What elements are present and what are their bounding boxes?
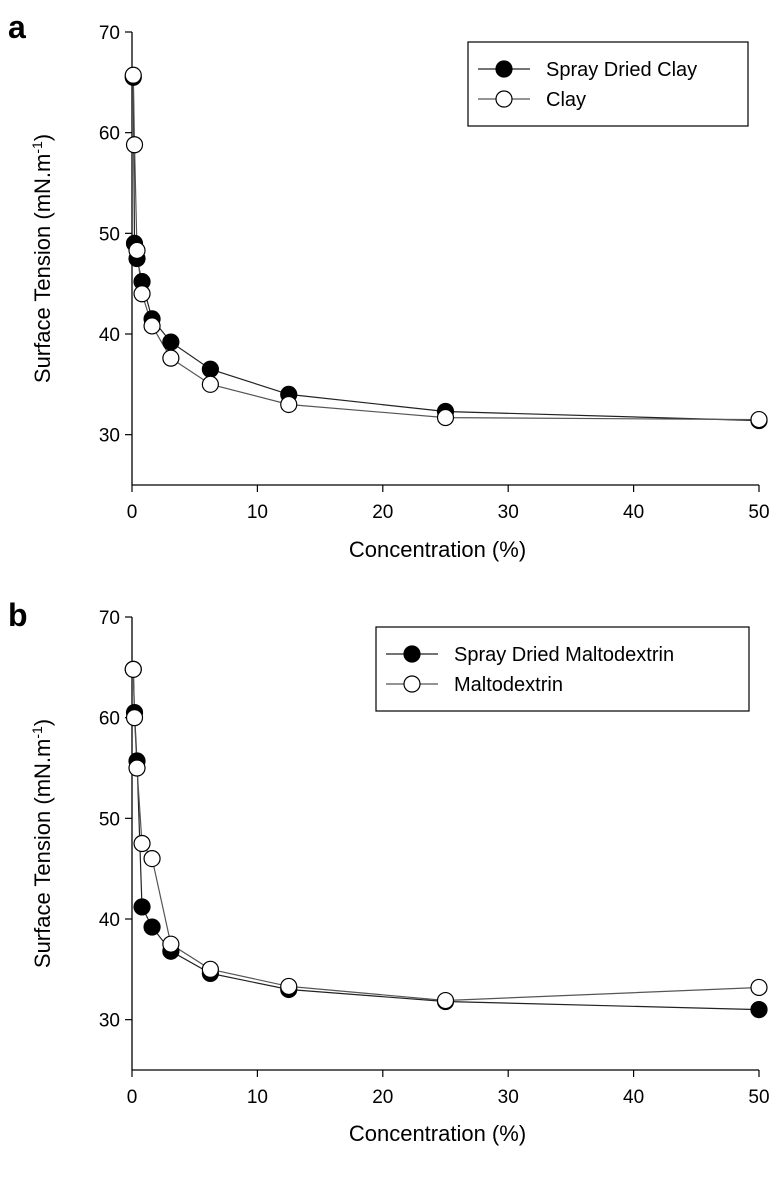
- y-tick-label: 70: [99, 608, 120, 629]
- open-point: [280, 395, 298, 414]
- y-tick-label: 50: [99, 809, 120, 830]
- y-tick-label: 50: [99, 224, 120, 245]
- x-tick-label: 20: [372, 502, 393, 523]
- open-point: [124, 66, 142, 84]
- open-point: [125, 709, 144, 727]
- open-point: [133, 834, 151, 853]
- x-axis-title: Concentration (%): [349, 1121, 526, 1146]
- legend-marker: [403, 675, 421, 693]
- open-point: [124, 660, 142, 678]
- open-point: [162, 935, 180, 953]
- series-line-1: [132, 75, 760, 421]
- open-point: [436, 408, 455, 427]
- filled-point: [750, 1000, 768, 1019]
- legend-label: Spray Dried Clay: [546, 59, 697, 81]
- x-tick-label: 10: [247, 502, 268, 523]
- x-tick-label: 10: [247, 1087, 268, 1108]
- legend-marker: [495, 60, 513, 78]
- y-tick-label: 70: [99, 23, 120, 44]
- x-tick-label: 30: [498, 502, 519, 523]
- legend-box: [375, 626, 750, 712]
- legend-label: Clay: [546, 89, 586, 111]
- y-tick-label: 30: [99, 1011, 120, 1032]
- chart-panel-b: b 0 10 20 30 40 50 30 40 50 60 70 Concentration (%) S…: [8, 597, 770, 1146]
- x-tick-label: 50: [748, 1087, 769, 1108]
- legend: Spray Dried Maltodextrin Maltodextrin: [375, 626, 750, 712]
- filled-point: [201, 360, 219, 378]
- x-tick-label: 0: [127, 502, 138, 523]
- open-point: [750, 410, 768, 429]
- y-tick-label: 40: [99, 910, 120, 931]
- open-point: [143, 849, 161, 868]
- x-tick-label: 0: [127, 1087, 138, 1108]
- open-point: [201, 960, 219, 978]
- legend-marker: [403, 645, 421, 663]
- open-point: [128, 759, 146, 777]
- y-tick-label: 40: [99, 325, 120, 346]
- x-tick-label: 30: [498, 1087, 519, 1108]
- x-tick-label: 20: [372, 1087, 393, 1108]
- x-tick-label: 40: [623, 502, 644, 523]
- y-axis-title: Surface Tension (mN.m-1): [29, 134, 55, 383]
- filled-point: [143, 918, 161, 936]
- open-point: [436, 991, 455, 1010]
- legend-marker: [495, 90, 513, 108]
- chart-panel-a: a 0 10 20 30 40 50 30 40 50 60 70 Concentration (%) S…: [8, 9, 770, 562]
- y-tick-label: 30: [99, 426, 120, 447]
- legend-box: [467, 41, 749, 127]
- open-point: [143, 317, 161, 335]
- x-tick-label: 40: [623, 1087, 644, 1108]
- open-point: [125, 136, 144, 154]
- y-axis-title: Surface Tension (mN.m-1): [29, 719, 55, 968]
- open-point: [750, 978, 768, 997]
- legend-label: Maltodextrin: [454, 674, 563, 696]
- filled-point: [162, 333, 180, 351]
- open-point: [128, 241, 146, 260]
- y-tick-label: 60: [99, 124, 120, 145]
- series-line-1: [132, 669, 760, 1002]
- filled-point: [133, 898, 151, 916]
- open-point: [162, 349, 180, 367]
- x-tick-label: 50: [748, 502, 769, 523]
- series-line-0: [132, 77, 760, 422]
- legend: Spray Dried Clay Clay: [467, 41, 749, 127]
- series-line-0: [132, 669, 760, 1011]
- open-point: [201, 375, 219, 393]
- y-tick-label: 60: [99, 709, 120, 730]
- open-point: [133, 285, 151, 303]
- x-axis-title: Concentration (%): [349, 537, 526, 562]
- panel-letter: b: [8, 597, 28, 633]
- panel-letter: a: [8, 9, 26, 45]
- open-point: [280, 977, 298, 996]
- legend-label: Spray Dried Maltodextrin: [454, 644, 674, 666]
